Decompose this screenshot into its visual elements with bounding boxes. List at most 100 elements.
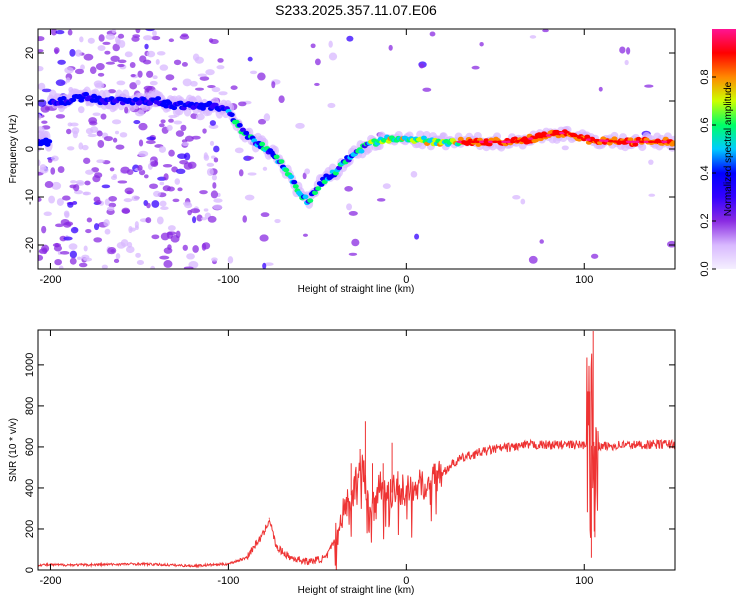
colorbar: 0.0 0.2 0.4 0.6 0.8 Normalized spectral ampl… xyxy=(699,29,736,277)
snr-xtick-label: -200 xyxy=(39,575,61,587)
spectrogram-noise-blob xyxy=(81,144,89,151)
spectrogram-noise-blob xyxy=(96,159,105,164)
spectrogram-noise-blob xyxy=(150,160,159,168)
spectrogram-noise-blob xyxy=(135,29,141,34)
spectrogram-ridge-blob xyxy=(91,93,98,99)
spectrogram-ridge-blob xyxy=(155,96,162,101)
spectrogram-noise-blob xyxy=(116,241,126,249)
spectrogram-noise-blob xyxy=(84,180,91,186)
spectrogram-peak-blob xyxy=(576,136,583,139)
spectrogram-noise-blob xyxy=(227,256,234,264)
spectrogram-noise-blob xyxy=(118,40,126,48)
spectrogram-noise-blob xyxy=(83,53,94,61)
spectrogram-noise-blob xyxy=(173,59,182,66)
spectrogram-ridge-blob xyxy=(278,159,285,164)
spectrogram-noise-blob xyxy=(75,180,85,185)
snr-xlabel: Height of straight line (km) xyxy=(298,585,415,596)
snr-xtick-label: 100 xyxy=(575,575,593,587)
spectrogram-noise-blob xyxy=(155,59,160,65)
spectrogram-noise-blob xyxy=(139,55,147,63)
spectrogram-noise-blob xyxy=(156,51,166,56)
spectrogram-noise-blob xyxy=(212,182,217,189)
spectrogram-noise-blob xyxy=(63,210,70,217)
spectrogram-noise-blob xyxy=(182,244,188,251)
spectrogram-noise-blob xyxy=(77,256,82,260)
spectrogram-noise-blob xyxy=(50,29,58,36)
spectrogram-peak-blob xyxy=(630,140,637,144)
spec-xtick-label: -100 xyxy=(217,274,239,286)
spectrogram-noise-blob xyxy=(65,221,74,226)
spectrogram-noise-blob xyxy=(108,196,118,202)
spectrogram-noise-blob xyxy=(110,175,118,180)
spectrogram-noise-blob xyxy=(119,132,128,138)
spectrogram-noise-blob xyxy=(129,82,138,90)
spectrogram-peak-blob xyxy=(603,139,610,143)
spectrogram-noise-blob xyxy=(96,130,103,137)
spectrogram-noise-blob xyxy=(133,120,141,125)
spectrogram-peak-blob xyxy=(594,139,601,142)
snr-frame xyxy=(37,329,676,571)
spectrogram-noise-blob xyxy=(38,82,46,91)
spectrogram-noise-blob xyxy=(55,79,66,86)
spectrogram-noise-blob xyxy=(257,72,266,81)
spectrogram-noise-blob xyxy=(83,157,91,164)
spectrogram-noise-blob xyxy=(648,193,656,197)
spectrogram-noise-blob xyxy=(90,126,99,133)
figure-title: S233.2025.357.11.07.E06 xyxy=(275,2,437,18)
spectrogram-halo-blob xyxy=(638,143,647,152)
spectrogram-noise-blob xyxy=(479,42,484,47)
spectrogram-noise-blob xyxy=(529,35,537,39)
spectrogram-ridge-blob xyxy=(632,142,639,147)
spectrogram-ridge-blob xyxy=(177,100,184,106)
spectrogram-noise-blob xyxy=(170,235,180,243)
spectrogram-ridge-blob xyxy=(302,194,309,200)
spectrogram-noise-blob xyxy=(158,123,165,128)
spectrogram-noise-blob xyxy=(262,262,267,269)
spectrogram-noise-blob xyxy=(62,195,71,201)
spectrogram-noise-blob xyxy=(57,59,66,65)
spectrogram-noise-blob xyxy=(135,252,141,258)
spectrogram-noise-blob xyxy=(183,152,191,161)
spectrogram-noise-blob xyxy=(131,36,140,42)
spectrogram-noise-blob xyxy=(107,89,116,94)
spec-xtick-label: -200 xyxy=(39,274,61,286)
spectrogram-noise-blob xyxy=(598,86,603,92)
spectrogram-noise-blob xyxy=(44,181,54,188)
spectrogram-noise-blob xyxy=(351,238,360,247)
spectrogram-noise-blob xyxy=(152,75,158,80)
spec-xtick-label: 0 xyxy=(403,274,409,286)
spectrogram-noise-blob xyxy=(644,84,654,88)
spectrogram-noise-blob xyxy=(264,262,274,266)
spectrogram-noise-blob xyxy=(151,234,160,240)
spectrogram-noise-blob xyxy=(145,217,152,224)
spectrogram-noise-blob xyxy=(41,120,48,124)
spectrogram-noise-blob xyxy=(108,202,117,208)
spectrogram-noise-blob xyxy=(143,174,149,179)
snr-ylabel: SNR (10 * v/v) xyxy=(8,418,19,482)
spectrogram-noise-blob xyxy=(187,161,197,169)
spectrogram-ridge-blob xyxy=(307,198,314,203)
spectrogram-noise-blob xyxy=(94,82,105,89)
spectrogram-noise-blob xyxy=(471,65,480,70)
spectrogram-noise-blob xyxy=(107,206,115,211)
spectrogram-noise-blob xyxy=(234,147,244,154)
spectrogram-noise-blob xyxy=(208,124,219,129)
spectrogram-peak-blob xyxy=(474,140,481,144)
spectrogram-noise-blob xyxy=(124,106,129,114)
spectrogram-noise-blob xyxy=(242,215,247,223)
spectrogram-noise-blob xyxy=(41,88,52,93)
spectrogram-noise-blob xyxy=(117,59,127,64)
spectrogram-noise-blob xyxy=(101,264,108,269)
spectrogram-noise-blob xyxy=(83,245,88,252)
spectrogram-noise-blob xyxy=(180,124,187,132)
spectrogram-noise-blob xyxy=(63,236,73,241)
spectrogram-ridge-blob xyxy=(206,100,213,106)
spectrogram-peak-blob xyxy=(625,140,632,144)
spectrogram-noise-blob xyxy=(196,214,203,222)
spectrogram-noise-blob xyxy=(167,225,176,231)
spectrogram-noise-blob xyxy=(207,85,216,89)
snr-xtick-label: 0 xyxy=(403,575,409,587)
spectrogram-noise-blob xyxy=(143,35,153,41)
spectrogram-noise-blob xyxy=(112,137,118,143)
spectrogram-noise-blob xyxy=(619,46,626,54)
